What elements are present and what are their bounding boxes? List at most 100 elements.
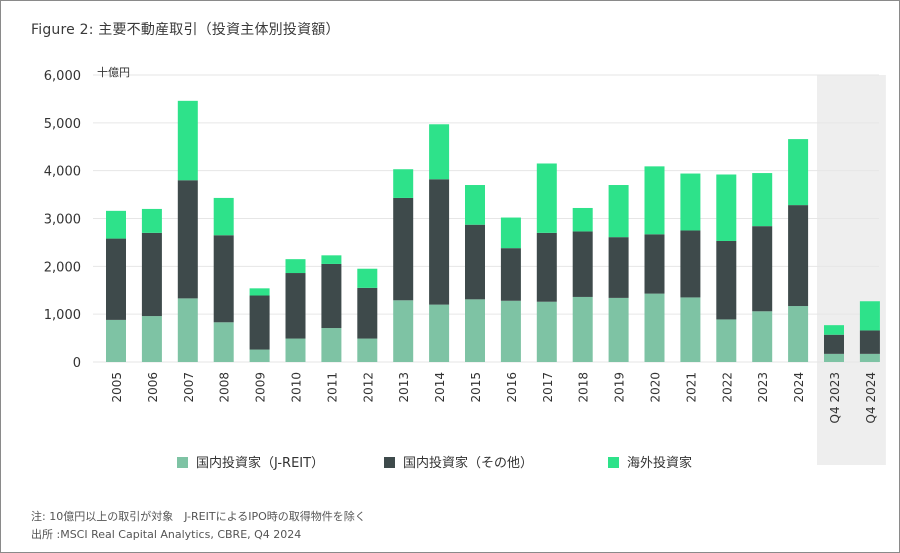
bar-segment-domestic_other xyxy=(500,248,521,301)
bar-segment-domestic_other xyxy=(536,232,557,302)
bar-segment-domestic_other xyxy=(644,234,665,294)
x-tick-label: 2022 xyxy=(720,372,734,403)
bar-segment-jreit xyxy=(357,338,378,362)
bar-segment-domestic_other xyxy=(321,263,342,329)
bar-segment-foreign xyxy=(644,166,665,235)
x-tick-label: 2014 xyxy=(433,372,447,403)
bar-segment-jreit xyxy=(608,297,629,362)
legend-swatch xyxy=(608,457,619,468)
bar-segment-domestic_other xyxy=(572,231,593,297)
bar-segment-jreit xyxy=(500,300,521,362)
x-tick-label: 2006 xyxy=(146,372,160,403)
bar-segment-jreit xyxy=(680,297,701,362)
x-tick-layer: 2005 2006 2007 2008 2009 2010 2011 2012 2013 2014… xyxy=(110,372,878,423)
bar-segment-jreit xyxy=(572,296,593,362)
bar-segment-jreit xyxy=(177,298,198,362)
bar-segment-foreign xyxy=(608,185,629,238)
x-tick-label: 2016 xyxy=(505,372,519,403)
x-tick-label: 2007 xyxy=(182,372,196,403)
bar-segment-domestic_other xyxy=(680,230,701,298)
bar-segment-foreign xyxy=(141,208,162,233)
bar-segment-foreign xyxy=(536,163,557,233)
bar-segment-domestic_other xyxy=(141,232,162,317)
bar-segment-jreit xyxy=(824,353,844,362)
chart-title: Figure 2: 主要不動産取引（投資主体別投資額） xyxy=(31,22,340,38)
x-tick-label: 2013 xyxy=(397,372,411,403)
x-tick-label: 2021 xyxy=(684,372,698,403)
bar-segment-foreign xyxy=(500,217,521,249)
footnote: 注: 10億円以上の取引が対象 J-REITによるIPO時の取得物件を除く xyxy=(31,510,366,523)
bar-segment-domestic_other xyxy=(177,180,198,299)
legend-label: 国内投資家（J-REIT） xyxy=(196,455,324,471)
x-tick-label: 2005 xyxy=(110,372,124,403)
x-tick-label: 2019 xyxy=(613,372,627,403)
bar-segment-domestic_other xyxy=(393,197,414,301)
bar-segment-foreign xyxy=(572,207,593,232)
grid-layer xyxy=(93,74,879,363)
bar-segment-foreign xyxy=(859,301,880,331)
legend-item-jreit: 国内投資家（J-REIT） xyxy=(177,455,324,471)
bar-layer xyxy=(106,100,880,362)
bar-segment-domestic_other xyxy=(608,237,629,298)
x-tick-label: 2009 xyxy=(254,372,268,403)
bar-segment-foreign xyxy=(465,185,485,225)
legend-label: 海外投資家 xyxy=(627,455,692,471)
bar-segment-jreit xyxy=(465,299,485,362)
bar-segment-domestic_other xyxy=(859,330,880,354)
bar-segment-foreign xyxy=(177,100,198,181)
bar-segment-domestic_other xyxy=(249,295,270,350)
bar-segment-jreit xyxy=(249,349,270,362)
bar-segment-domestic_other xyxy=(788,205,809,307)
x-tick-label: 2015 xyxy=(469,372,483,403)
legend-label: 国内投資家（その他） xyxy=(403,455,533,471)
x-tick-label: 2023 xyxy=(756,372,770,403)
y-tick-label: 6,000 xyxy=(44,69,81,84)
legend-swatch xyxy=(177,457,188,468)
quarter-highlight-band xyxy=(817,75,886,465)
y-tick-label: 4,000 xyxy=(44,165,81,180)
x-tick-label: 2020 xyxy=(649,372,663,403)
y-tick-label: 5,000 xyxy=(44,117,81,132)
bar-segment-jreit xyxy=(285,338,306,362)
legend-item-domestic_other: 国内投資家（その他） xyxy=(384,455,533,471)
highlight-band-layer xyxy=(817,75,886,465)
bar-segment-domestic_other xyxy=(285,273,306,339)
y-tick-label: 2,000 xyxy=(44,260,81,275)
bar-segment-jreit xyxy=(859,353,880,362)
bar-segment-foreign xyxy=(788,139,809,206)
bar-segment-jreit xyxy=(141,316,162,362)
x-tick-label: Q4 2023 xyxy=(828,372,842,423)
bar-segment-foreign xyxy=(393,169,414,198)
legend: 国内投資家（J-REIT） 国内投資家（その他） 海外投資家 xyxy=(177,455,692,471)
bar-segment-foreign xyxy=(321,255,342,264)
x-tick-label: 2008 xyxy=(218,372,232,403)
bar-segment-foreign xyxy=(213,197,234,236)
y-tick-layer: 0 1,000 2,000 3,000 4,000 5,000 6,000 xyxy=(44,69,81,371)
bar-segment-domestic_other xyxy=(752,226,773,312)
legend-item-foreign: 海外投資家 xyxy=(608,455,692,471)
bar-segment-foreign xyxy=(285,259,306,274)
bar-segment-jreit xyxy=(752,311,773,362)
x-tick-label: 2024 xyxy=(792,372,806,403)
bar-segment-foreign xyxy=(716,174,737,241)
bar-segment-jreit xyxy=(106,319,126,362)
bar-segment-jreit xyxy=(213,322,234,362)
bar-segment-domestic_other xyxy=(357,287,378,339)
bar-segment-foreign xyxy=(106,210,126,239)
bar-segment-jreit xyxy=(788,306,809,362)
y-tick-label: 1,000 xyxy=(44,308,81,323)
bar-segment-jreit xyxy=(393,300,414,362)
bar-segment-domestic_other xyxy=(824,334,844,354)
bar-segment-foreign xyxy=(357,268,378,288)
bar-segment-foreign xyxy=(752,173,773,227)
bar-segment-foreign xyxy=(824,325,844,335)
bar-segment-domestic_other xyxy=(716,240,737,320)
x-tick-label: 2018 xyxy=(577,372,591,403)
bar-segment-domestic_other xyxy=(465,224,485,300)
bar-segment-jreit xyxy=(716,319,737,362)
x-tick-label: Q4 2024 xyxy=(864,372,878,423)
legend-swatch xyxy=(384,457,395,468)
bar-segment-jreit xyxy=(644,293,665,362)
y-tick-label: 0 xyxy=(73,356,81,371)
